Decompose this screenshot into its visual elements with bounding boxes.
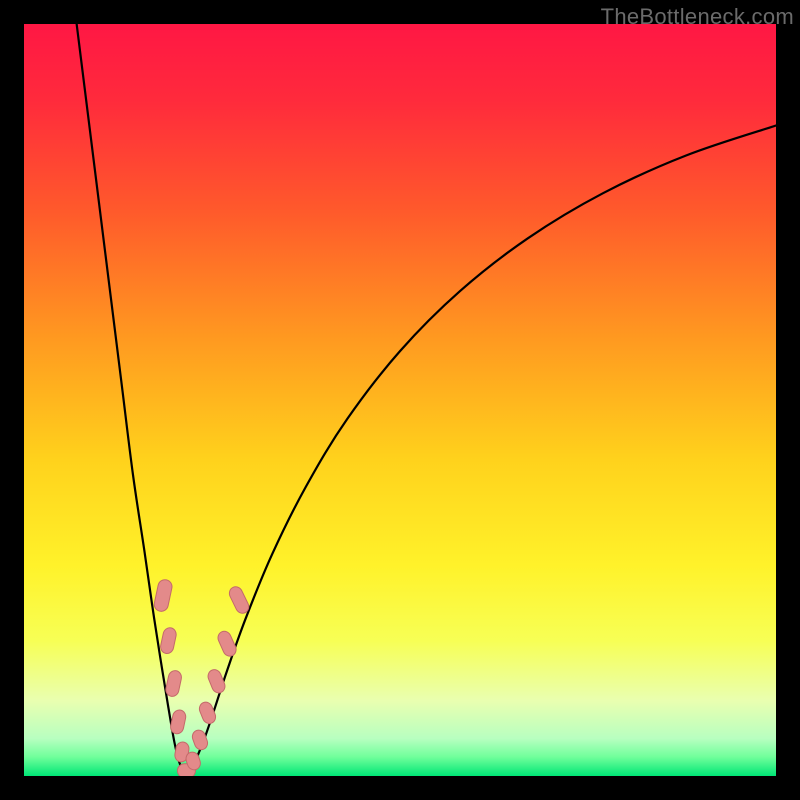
figure-root: TheBottleneck.com (0, 0, 800, 800)
outer-border (0, 0, 800, 800)
watermark-text: TheBottleneck.com (601, 4, 794, 30)
